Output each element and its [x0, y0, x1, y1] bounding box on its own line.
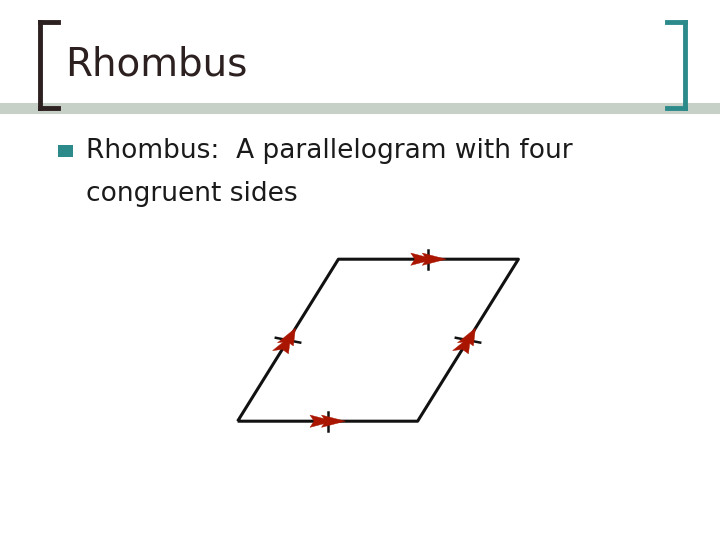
Polygon shape: [410, 253, 434, 265]
Polygon shape: [321, 415, 346, 427]
Polygon shape: [422, 253, 446, 265]
Polygon shape: [310, 415, 333, 427]
Bar: [58, 145, 73, 157]
Polygon shape: [277, 328, 295, 346]
Polygon shape: [457, 328, 475, 346]
Polygon shape: [273, 336, 291, 354]
Text: congruent sides: congruent sides: [86, 181, 298, 207]
Text: Rhombus: Rhombus: [65, 46, 247, 84]
Polygon shape: [453, 336, 471, 354]
Text: Rhombus:  A parallelogram with four: Rhombus: A parallelogram with four: [86, 138, 573, 164]
